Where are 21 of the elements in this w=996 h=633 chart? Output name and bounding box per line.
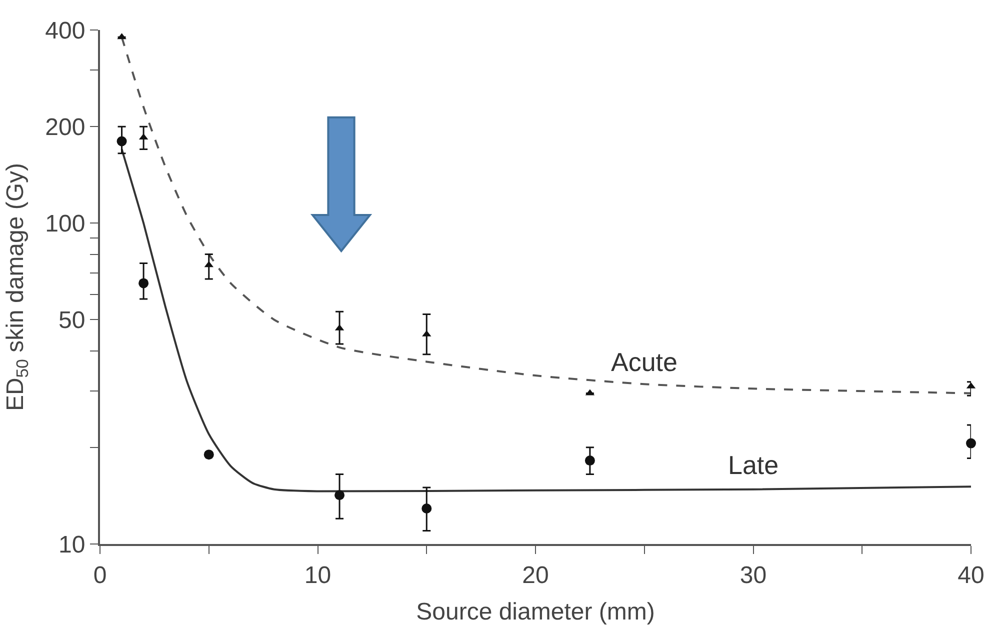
x-tick-label: 40 <box>958 562 984 589</box>
y-tick-label: 50 <box>58 307 86 334</box>
series-label: Acute <box>611 347 678 377</box>
x-tick-label: 30 <box>740 562 767 589</box>
y-tick-label: 10 <box>58 531 86 558</box>
x-axis-title: Source diameter (mm) <box>416 598 655 626</box>
point <box>116 136 127 146</box>
point <box>334 490 345 500</box>
point <box>422 504 432 514</box>
point <box>966 438 976 448</box>
x-tick-label: 0 <box>93 562 107 589</box>
point <box>138 278 149 288</box>
line-series <box>120 148 971 492</box>
point <box>204 450 214 460</box>
x-tick-label: 20 <box>522 562 549 589</box>
y-tick-label: 100 <box>45 210 86 238</box>
point <box>584 456 595 466</box>
y-tick-label: 400 <box>45 17 86 44</box>
y-tick-label: 200 <box>45 114 86 141</box>
series-label: Late <box>728 450 779 480</box>
x-tick-label: 10 <box>304 562 332 589</box>
